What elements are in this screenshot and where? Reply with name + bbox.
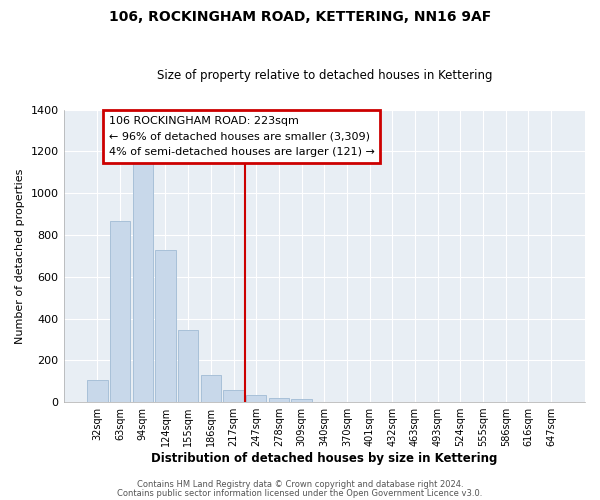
Bar (292, 399, 312, 402)
Text: Contains public sector information licensed under the Open Government Licence v3: Contains public sector information licen… (118, 488, 482, 498)
Bar (110, 222, 130, 402)
Bar (269, 398, 289, 402)
Bar (246, 395, 266, 402)
Bar (200, 375, 221, 402)
Text: Contains HM Land Registry data © Crown copyright and database right 2024.: Contains HM Land Registry data © Crown c… (137, 480, 463, 489)
Title: Size of property relative to detached houses in Kettering: Size of property relative to detached ho… (157, 69, 492, 82)
Bar (87, 380, 107, 402)
Bar (178, 330, 199, 402)
X-axis label: Distribution of detached houses by size in Kettering: Distribution of detached houses by size … (151, 452, 497, 465)
Text: 106 ROCKINGHAM ROAD: 223sqm
← 96% of detached houses are smaller (3,309)
4% of s: 106 ROCKINGHAM ROAD: 223sqm ← 96% of det… (109, 116, 374, 157)
Bar (155, 250, 176, 402)
Y-axis label: Number of detached properties: Number of detached properties (15, 168, 25, 344)
Bar (133, 163, 153, 402)
Text: 106, ROCKINGHAM ROAD, KETTERING, NN16 9AF: 106, ROCKINGHAM ROAD, KETTERING, NN16 9A… (109, 10, 491, 24)
Bar (223, 390, 244, 402)
